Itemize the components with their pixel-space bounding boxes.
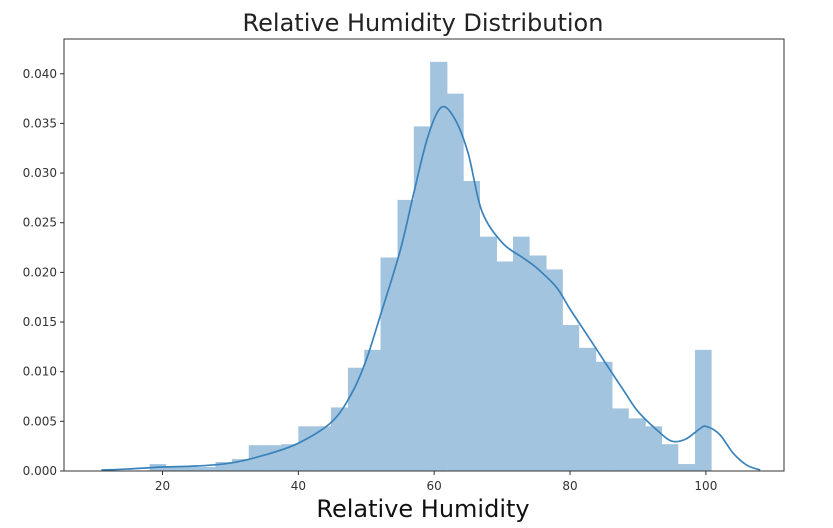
histogram-bar [678,464,696,471]
y-tick-label: 0.010 [23,365,57,379]
histogram-bar [330,407,349,471]
histogram-bar [463,181,480,471]
histogram-bar [695,349,712,471]
y-tick-label: 0.005 [23,414,57,428]
histogram-bar [645,426,663,471]
histogram-bar [231,459,250,471]
y-tick-label: 0.000 [23,464,57,478]
histogram-bar [529,255,547,471]
chart-title: Relative Humidity Distribution [243,9,604,37]
x-tick-label: 60 [427,479,442,493]
kde-line [101,105,761,471]
histogram-bar [248,445,266,471]
histogram-bar [298,426,315,471]
histogram-bar [397,199,415,471]
histogram-bar [512,236,530,471]
y-tick-label: 0.015 [23,315,57,329]
y-tick-label: 0.020 [23,265,57,279]
y-tick-label: 0.025 [23,216,57,230]
histogram-bar [612,408,629,471]
plot-frame [63,38,785,472]
y-axis-ticks: 0.000 0.005 0.010 0.015 0.020 0.025 0.030 0.035… [23,67,64,478]
histogram-bars [149,61,712,472]
kde-curve-group [101,105,761,471]
y-tick-label: 0.035 [23,116,57,130]
histogram-bar [165,467,183,471]
histogram-bar [182,467,200,471]
histogram-bar [479,236,497,471]
histogram-bar [413,126,431,472]
histogram-bar [430,61,448,472]
x-axis-ticks: 20 40 60 80 100 [155,471,717,493]
x-axis-label: Relative Humidity [316,495,529,523]
histogram-bar [199,467,216,471]
histogram-bar [562,325,580,471]
histogram-bar [595,361,613,471]
histogram-bar [314,426,332,471]
histogram-bar [447,93,464,471]
histogram-bar [215,462,233,471]
x-tick-label: 40 [291,479,306,493]
x-tick-label: 100 [694,479,717,493]
y-tick-label: 0.040 [23,67,57,81]
histogram-bar [578,347,597,471]
histogram-bar [628,418,646,471]
x-tick-label: 20 [155,479,170,493]
y-tick-label: 0.030 [23,166,57,180]
histogram-bar [265,445,282,471]
histogram-bar [281,444,299,471]
histogram-bar [364,349,381,471]
histogram-bar [661,444,679,471]
histogram-bar [496,261,514,471]
x-tick-label: 80 [562,479,577,493]
histogram-bar [546,269,563,471]
histogram-bar [380,257,398,471]
